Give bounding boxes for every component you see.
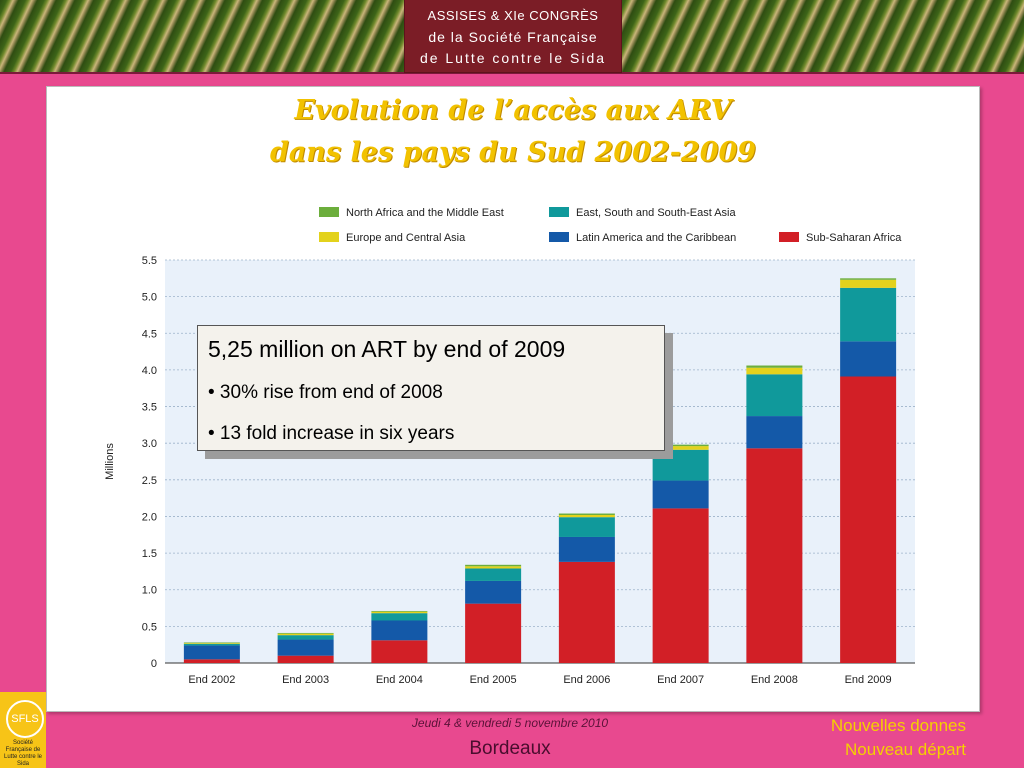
legend-label: Latin America and the Caribbean — [576, 232, 736, 244]
bar-segment — [277, 635, 334, 640]
y-tick-label: 1.0 — [142, 585, 157, 597]
bar-segment — [183, 643, 240, 644]
legend-label: North Africa and the Middle East — [346, 207, 504, 219]
y-tick-label: 0.5 — [142, 621, 157, 633]
bar-segment — [840, 376, 897, 663]
footer-tagline-2: Nouveau départ — [845, 740, 966, 759]
bar-segment — [465, 603, 522, 663]
legend-swatch — [319, 207, 339, 217]
bar-segment — [840, 278, 897, 280]
bar-segment — [183, 659, 240, 663]
bar-segment — [746, 416, 803, 449]
header-banner: ASSISES & XIe CONGRÈS de la Société Fran… — [0, 0, 1024, 74]
legend-label: Europe and Central Asia — [346, 232, 466, 244]
x-tick-label: End 2002 — [188, 674, 235, 686]
bar-segment — [371, 640, 428, 663]
y-tick-label: 5.5 — [142, 255, 157, 267]
bar-segment — [746, 448, 803, 663]
y-axis-label: Millions — [104, 443, 116, 480]
bar-segment — [652, 480, 709, 509]
bar-segment — [277, 655, 334, 663]
bar-segment — [746, 367, 803, 375]
bar-segment — [183, 643, 240, 646]
bar-segment — [558, 517, 615, 537]
y-tick-label: 0 — [151, 658, 157, 670]
callout-headline: 5,25 million on ART by end of 2009 — [208, 336, 566, 362]
bar-segment — [652, 446, 709, 450]
bar-segment — [277, 632, 334, 634]
legend-swatch — [549, 232, 569, 242]
legend-swatch — [549, 207, 569, 217]
callout-bullet-2: • 13 fold increase in six years — [208, 423, 455, 444]
congress-logo-line1: ASSISES & XIe CONGRÈS — [427, 8, 599, 23]
footer-date: Jeudi 4 & vendredi 5 novembre 2010 — [411, 716, 609, 730]
bar-segment — [371, 610, 428, 612]
sfls-logo: SFLS Société Française de Lutte contre l… — [0, 692, 46, 768]
bar-segment — [371, 620, 428, 641]
bar-segment — [558, 513, 615, 515]
x-tick-label: End 2008 — [751, 674, 798, 686]
bar-segment — [652, 444, 709, 447]
bar-segment — [183, 645, 240, 660]
bar-segment — [558, 514, 615, 518]
legend-label: East, South and South-East Asia — [576, 207, 736, 219]
x-tick-label: End 2005 — [470, 674, 517, 686]
bar-segment — [840, 287, 897, 342]
callout-bullet-1: • 30% rise from end of 2008 — [208, 382, 443, 403]
callout-box: 5,25 million on ART by end of 2009 • 30%… — [197, 325, 665, 451]
y-tick-label: 3.0 — [142, 438, 157, 450]
bar-segment — [465, 566, 522, 569]
slide-title-line1: Evolution de l’accès aux ARV — [294, 95, 732, 126]
sfls-logo-text: Société Française de Lutte contre le Sid… — [3, 740, 43, 767]
legend-label: Sub-Saharan Africa — [806, 232, 902, 244]
footer-tagline-1: Nouvelles donnes — [830, 716, 966, 735]
bar-segment — [558, 536, 615, 562]
footer-city: Bordeaux — [469, 738, 551, 759]
slide-panel: Evolution de l’accès aux ARV dans les pa… — [46, 86, 980, 712]
bar-segment — [371, 611, 428, 614]
x-tick-label: End 2009 — [845, 674, 892, 686]
y-tick-label: 4.5 — [142, 328, 157, 340]
legend-swatch — [779, 232, 799, 242]
x-tick-label: End 2007 — [657, 674, 704, 686]
bar-segment — [465, 564, 522, 567]
bar-segment — [746, 374, 803, 417]
legend-swatch — [319, 232, 339, 242]
plot-area — [165, 260, 915, 663]
sfls-emblem-icon: SFLS — [6, 700, 44, 738]
congress-logo-line2: de la Société Française — [428, 29, 598, 45]
congress-logo-line3: de Lutte contre le Sida — [419, 50, 607, 66]
x-tick-label: End 2003 — [282, 674, 329, 686]
slide-title-line2: dans les pays du Sud 2002-2009 — [269, 137, 757, 168]
bar-segment — [183, 642, 240, 644]
bar-segment — [465, 568, 522, 581]
y-tick-label: 4.0 — [142, 365, 157, 377]
bar-segment — [652, 508, 709, 663]
bar-segment — [746, 365, 803, 368]
bar-segment — [840, 341, 897, 377]
bar-segment — [465, 580, 522, 604]
y-tick-label: 5.0 — [142, 292, 157, 304]
bar-segment — [840, 279, 897, 288]
y-tick-label: 2.5 — [142, 475, 157, 487]
y-tick-label: 2.0 — [142, 511, 157, 523]
x-tick-label: End 2004 — [376, 674, 423, 686]
congress-logo: ASSISES & XIe CONGRÈS de la Société Fran… — [405, 0, 621, 72]
bar-segment — [371, 613, 428, 621]
y-tick-label: 3.5 — [142, 402, 157, 414]
x-tick-label: End 2006 — [563, 674, 610, 686]
bar-segment — [277, 639, 334, 656]
y-tick-label: 1.5 — [142, 548, 157, 560]
bar-segment — [652, 449, 709, 481]
bar-segment — [277, 633, 334, 636]
bar-segment — [558, 561, 615, 663]
